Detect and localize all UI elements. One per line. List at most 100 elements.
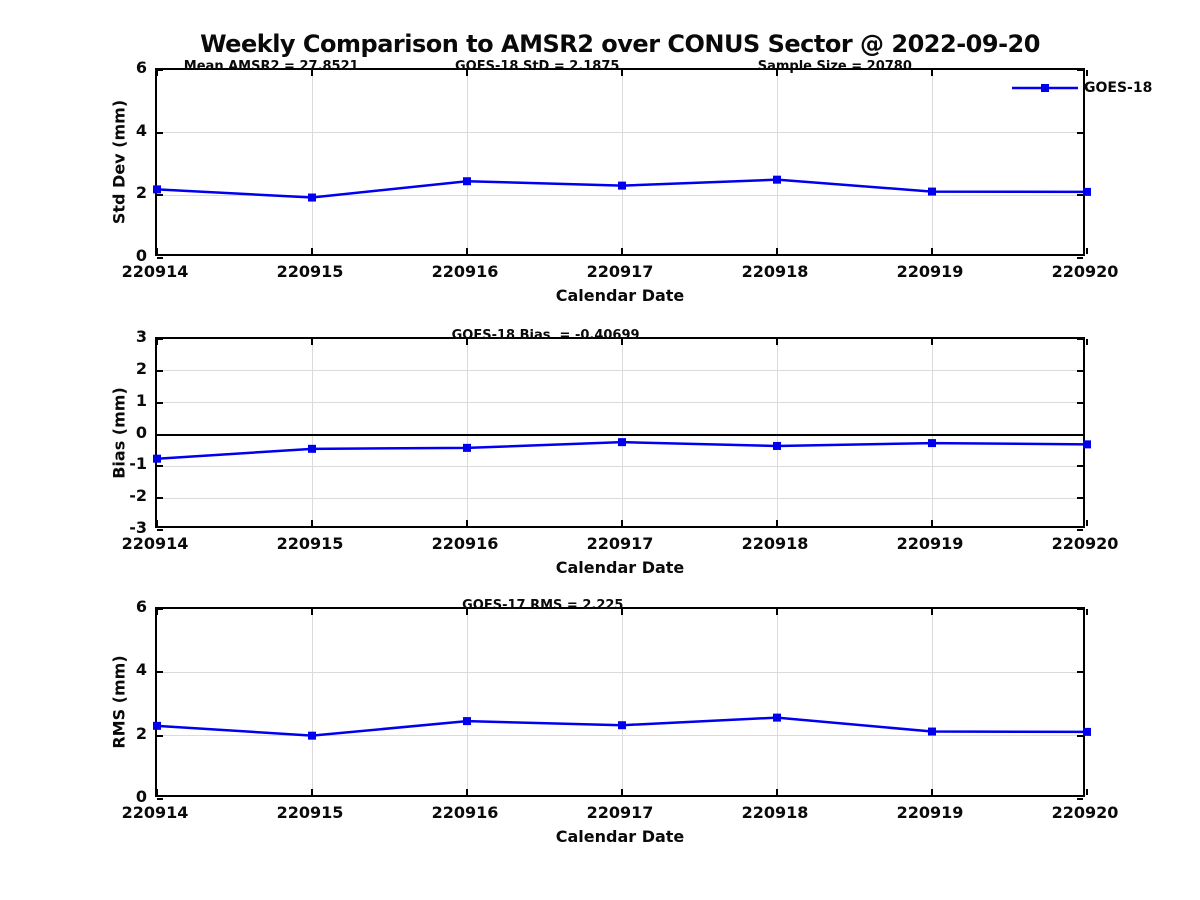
y-tick-mark <box>157 257 163 259</box>
x-tick-label: 220915 <box>276 262 344 281</box>
rms-axes <box>153 607 1091 800</box>
gridline-vertical <box>466 609 468 795</box>
x-tick-label: 220920 <box>1051 803 1119 822</box>
gridline-horizontal <box>157 402 1083 404</box>
gridline-horizontal <box>157 735 1083 737</box>
y-tick-mark <box>1077 369 1083 372</box>
x-tick-label: 220917 <box>586 262 654 281</box>
x-tick-mark <box>621 70 623 76</box>
x-tick-mark <box>156 70 158 76</box>
rms-data-line <box>153 713 1091 740</box>
x-tick-mark <box>931 339 933 345</box>
gridline-vertical <box>621 609 623 795</box>
bias-data-line <box>153 438 1091 463</box>
x-tick-mark <box>1086 248 1088 254</box>
y-tick-mark <box>157 69 163 71</box>
stat-annotation: GOES-17 RMS = 2.225 <box>462 598 624 613</box>
x-tick-mark <box>466 248 468 254</box>
x-tick-label: 220919 <box>896 262 964 281</box>
y-tick-label: 1 <box>135 390 147 410</box>
x-tick-label: 220916 <box>431 262 499 281</box>
x-tick-mark <box>776 789 778 795</box>
x-tick-mark <box>466 789 468 795</box>
zero-reference-line <box>157 433 1083 436</box>
legend-label: GOES-18 <box>1084 80 1153 96</box>
x-tick-mark <box>931 789 933 795</box>
y-tick-mark <box>157 369 163 372</box>
y-tick-mark <box>1077 433 1083 436</box>
data-point-marker <box>308 731 316 740</box>
y-tick-label: 6 <box>135 58 147 77</box>
y-tick-mark <box>157 529 163 531</box>
x-tick-label: 220914 <box>121 534 189 553</box>
data-point-marker <box>1083 187 1091 196</box>
data-point-marker <box>618 721 626 730</box>
gridline-vertical <box>931 70 933 254</box>
x-tick-label: 220918 <box>741 262 809 281</box>
y-tick-label: 2 <box>135 723 147 743</box>
gridline-horizontal <box>157 370 1083 372</box>
y-tick-mark <box>157 465 163 468</box>
x-tick-label: 220915 <box>276 534 344 553</box>
x-tick-mark <box>776 70 778 76</box>
stat-annotation: Mean AMSR2 = 27.8521 <box>183 59 359 74</box>
gridline-vertical <box>311 339 313 526</box>
x-tick-mark <box>311 609 313 615</box>
y-tick-label: 6 <box>135 597 147 616</box>
x-tick-mark <box>466 339 468 345</box>
x-tick-mark <box>1086 789 1088 795</box>
y-tick-mark <box>1077 798 1083 800</box>
x-tick-mark <box>311 789 313 795</box>
x-tick-label: 220918 <box>741 803 809 822</box>
y-tick-label: 0 <box>135 787 147 806</box>
data-point-marker <box>928 727 936 736</box>
y-tick-mark <box>1077 131 1083 134</box>
data-point-marker <box>463 717 471 726</box>
y-tick-label: 3 <box>135 327 147 346</box>
x-axis-label: Calendar Date <box>555 286 685 305</box>
y-tick-mark <box>157 194 163 197</box>
stat-annotation: GOES-18 StD = 2.1875 <box>454 59 620 74</box>
x-tick-mark <box>931 609 933 615</box>
x-tick-label: 220914 <box>121 262 189 281</box>
stat-annotation: GOES-18 Bias = -0.40699 <box>451 328 640 343</box>
std-dev-axes <box>153 68 1091 259</box>
x-tick-label: 220916 <box>431 534 499 553</box>
gridline-horizontal <box>157 465 1083 467</box>
data-point-marker <box>773 713 781 722</box>
data-point-marker <box>1083 440 1091 449</box>
gridline-vertical <box>776 339 778 526</box>
x-axis-label: Calendar Date <box>555 827 685 846</box>
y-axis-label: RMS (mm) <box>109 655 129 749</box>
stat-annotation: Sample Size = 20780 <box>757 59 912 74</box>
data-point-marker <box>308 193 316 202</box>
x-tick-mark <box>621 520 623 526</box>
y-tick-mark <box>157 734 163 737</box>
y-tick-mark <box>1077 734 1083 737</box>
y-tick-label: -2 <box>129 486 147 506</box>
x-tick-label: 220916 <box>431 803 499 822</box>
x-axis-label: Calendar Date <box>555 558 685 577</box>
gridline-vertical <box>311 609 313 795</box>
x-tick-mark <box>466 520 468 526</box>
y-tick-mark <box>157 131 163 134</box>
x-tick-label: 220919 <box>896 803 964 822</box>
gridline-vertical <box>621 70 623 254</box>
x-tick-mark <box>621 789 623 795</box>
y-tick-label: -1 <box>129 454 147 474</box>
y-tick-mark <box>157 433 163 436</box>
data-point-marker <box>153 185 161 194</box>
legend-line-sample <box>1012 84 1078 92</box>
x-tick-mark <box>311 520 313 526</box>
y-tick-mark <box>157 497 163 500</box>
x-tick-mark <box>931 248 933 254</box>
x-tick-label: 220915 <box>276 803 344 822</box>
data-point-marker <box>463 443 471 452</box>
bias-axes <box>153 337 1091 531</box>
y-tick-label: 4 <box>135 660 147 680</box>
y-tick-mark <box>1077 194 1083 197</box>
x-tick-mark <box>156 520 158 526</box>
x-tick-mark <box>621 609 623 615</box>
x-tick-mark <box>931 520 933 526</box>
